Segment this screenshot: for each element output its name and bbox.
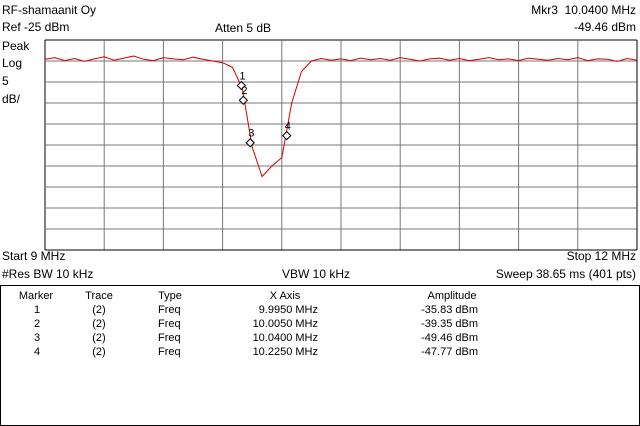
ref-level: Ref -25 dBm [2, 20, 69, 34]
table-cell: Freq [158, 346, 181, 358]
marker-diamond [236, 80, 247, 91]
table-header: Trace [85, 290, 113, 302]
marker-table: Marker Trace Type X Axis Amplitude 1 (2) Freq 9.… [19, 290, 478, 358]
table-cell: 3 [34, 332, 40, 344]
title: RF-shamaanit Oy [2, 3, 96, 17]
res-bw: #Res BW 10 kHz [2, 267, 93, 281]
table-cell: Freq [158, 318, 181, 330]
table-cell: -47.77 dBm [421, 346, 478, 358]
table-cell: 4 [34, 346, 40, 358]
trace [44, 55, 638, 178]
scale-label: Log [2, 56, 22, 70]
marker-label: 2 [241, 85, 247, 97]
marker-diamond [238, 95, 249, 105]
scale-label: Peak [2, 39, 30, 53]
table-cell: Freq [158, 304, 181, 316]
table-cell: 10.2250 MHz [253, 346, 318, 358]
table-cell: Freq [158, 332, 181, 344]
table-cell: 1 [34, 304, 40, 316]
marker-label: 1 [239, 70, 245, 82]
marker-label: 3 [248, 128, 254, 140]
stop-freq: Stop 12 MHz [567, 249, 636, 263]
table-header: X Axis [270, 290, 301, 302]
table-header: Marker [19, 290, 54, 302]
table-header: Type [158, 290, 182, 302]
attenuation: Atten 5 dB [215, 21, 271, 35]
table-cell: 9.9950 MHz [259, 304, 318, 316]
marker-diamond [245, 138, 255, 148]
marker-diamond [282, 130, 292, 141]
marker-amplitude: -49.46 dBm [574, 20, 636, 34]
table-cell: -49.46 dBm [421, 332, 478, 344]
scale-label: dB/ [2, 92, 21, 106]
table-cell: (2) [92, 318, 105, 330]
table-cell: -39.35 dBm [421, 318, 478, 330]
table-cell: 10.0400 MHz [253, 332, 318, 344]
start-freq: Start 9 MHz [2, 249, 65, 263]
table-header: Amplitude [428, 290, 477, 302]
table-cell: -35.83 dBm [421, 304, 478, 316]
table-cell: (2) [92, 346, 105, 358]
marker-label: 4 [285, 121, 291, 133]
table-cell: 2 [34, 318, 40, 330]
table-cell: (2) [92, 304, 105, 316]
vbw: VBW 10 kHz [282, 267, 350, 281]
scale-label: 5 [2, 74, 9, 88]
table-cell: (2) [92, 332, 105, 344]
marker-readout: Mkr3 10.0400 MHz [531, 3, 636, 17]
sweep: Sweep 38.65 ms (401 pts) [496, 267, 636, 281]
table-cell: 10.0050 MHz [253, 318, 318, 330]
